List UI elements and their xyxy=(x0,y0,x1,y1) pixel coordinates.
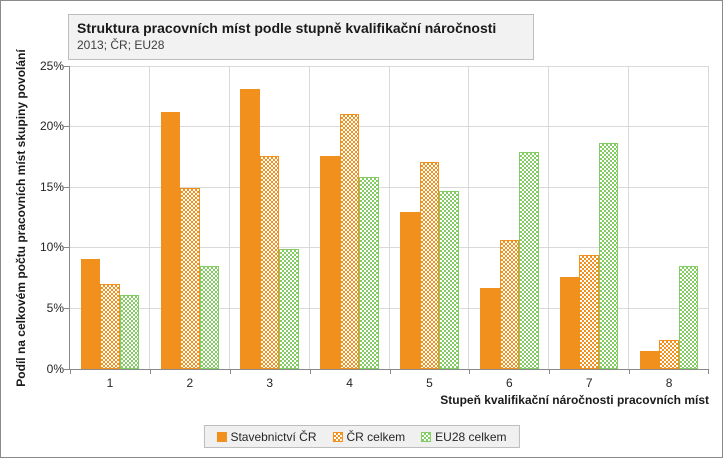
plot-area: Podíl na celkovém počtu pracovních míst … xyxy=(14,49,709,407)
bar-čr-celkem-cat8 xyxy=(659,340,679,369)
y-axis-title: Podíl na celkovém počtu pracovních míst … xyxy=(14,49,28,387)
y-tick-label: 0% xyxy=(46,362,64,376)
legend-item: EU28 celkem xyxy=(421,429,507,444)
bar-stavebnictví-čr-cat5 xyxy=(400,211,420,369)
legend-label: EU28 celkem xyxy=(435,429,507,444)
gridline-v xyxy=(708,67,709,369)
bar-stavebnictví-čr-cat8 xyxy=(639,350,660,369)
bar-eu28-celkem-cat6 xyxy=(519,151,539,369)
gridline-h xyxy=(70,66,709,67)
legend-item: ČR celkem xyxy=(332,430,405,444)
gridline-v xyxy=(228,67,230,369)
x-tick-mark xyxy=(549,369,551,374)
y-tick-mark xyxy=(64,126,70,128)
bar-eu28-celkem-cat1 xyxy=(119,295,140,369)
x-axis-title: Stupeň kvalifikační náročnosti pracovníc… xyxy=(440,393,709,407)
legend-item: Stavebnictví ČR xyxy=(216,430,316,444)
gridline-v xyxy=(628,67,630,369)
x-category-label: 8 xyxy=(665,376,673,390)
y-tick-label: 10% xyxy=(39,240,64,255)
y-tick-mark xyxy=(64,247,70,249)
gridline-v xyxy=(148,67,150,369)
bar-stavebnictví-čr-cat4 xyxy=(320,156,340,369)
legend-swatch xyxy=(332,431,343,442)
x-tick-mark xyxy=(389,369,391,374)
x-category-label: 1 xyxy=(106,376,114,390)
x-tick-mark xyxy=(149,369,151,374)
x-tick-mark xyxy=(708,369,709,374)
y-tick-mark xyxy=(64,186,70,188)
y-tick-mark xyxy=(64,369,70,370)
bar-stavebnictví-čr-cat1 xyxy=(80,259,101,369)
x-category-label: 7 xyxy=(585,376,593,390)
x-tick-mark xyxy=(70,369,71,374)
gridline-v xyxy=(388,67,390,369)
legend-label: ČR celkem xyxy=(346,429,406,444)
x-category-label: 4 xyxy=(346,376,353,390)
gridline-h xyxy=(70,247,709,249)
legend-swatch xyxy=(216,431,227,442)
chart-title: Struktura pracovních míst podle stupně k… xyxy=(77,20,497,36)
bar-stavebnictví-čr-cat2 xyxy=(160,111,181,369)
x-tick-mark xyxy=(309,369,311,374)
x-category-label: 6 xyxy=(505,376,513,390)
bar-eu28-celkem-cat7 xyxy=(598,143,619,369)
bar-eu28-celkem-cat5 xyxy=(439,191,459,369)
gridline-h xyxy=(70,186,709,188)
bar-stavebnictví-čr-cat7 xyxy=(559,277,580,369)
x-category-label: 2 xyxy=(186,376,194,390)
bar-čr-celkem-cat2 xyxy=(180,187,200,369)
bar-eu28-celkem-cat2 xyxy=(199,266,220,369)
y-tick-label: 5% xyxy=(46,300,64,315)
y-tick-label: 25% xyxy=(39,59,64,73)
x-tick-mark xyxy=(469,369,471,374)
bar-čr-celkem-cat6 xyxy=(499,239,520,369)
y-tick-label: 15% xyxy=(39,179,64,194)
gridline-v xyxy=(308,67,310,369)
legend-label: Stavebnictví ČR xyxy=(230,429,317,444)
gridline-h xyxy=(70,126,709,128)
bar-stavebnictví-čr-cat6 xyxy=(480,288,500,369)
y-tick-mark xyxy=(64,66,70,67)
gridline-v xyxy=(548,67,550,369)
bar-čr-celkem-cat5 xyxy=(419,162,440,369)
y-tick-mark xyxy=(64,307,70,309)
legend-swatch xyxy=(421,431,432,442)
y-tick-label: 20% xyxy=(39,119,64,134)
bar-čr-celkem-cat3 xyxy=(259,156,280,369)
bar-eu28-celkem-cat4 xyxy=(359,176,379,369)
chart-subtitle: 2013; ČR; EU28 xyxy=(77,38,165,52)
x-tick-mark xyxy=(629,369,631,374)
x-tick-mark xyxy=(229,369,231,374)
chart-legend: Stavebnictví ČR ČR celkem EU28 celkem xyxy=(203,425,520,448)
bar-čr-celkem-cat4 xyxy=(339,114,360,369)
x-category-label: 5 xyxy=(426,376,433,390)
bar-eu28-celkem-cat8 xyxy=(678,266,699,369)
chart-title-box: Struktura pracovních míst podle stupně k… xyxy=(68,14,534,60)
bar-eu28-celkem-cat3 xyxy=(279,249,299,369)
bar-stavebnictví-čr-cat3 xyxy=(240,88,260,369)
gridline-h xyxy=(70,307,709,309)
bar-čr-celkem-cat1 xyxy=(100,284,120,369)
x-category-label: 3 xyxy=(266,376,274,390)
bar-čr-celkem-cat7 xyxy=(579,255,599,369)
gridline-v xyxy=(468,67,470,369)
